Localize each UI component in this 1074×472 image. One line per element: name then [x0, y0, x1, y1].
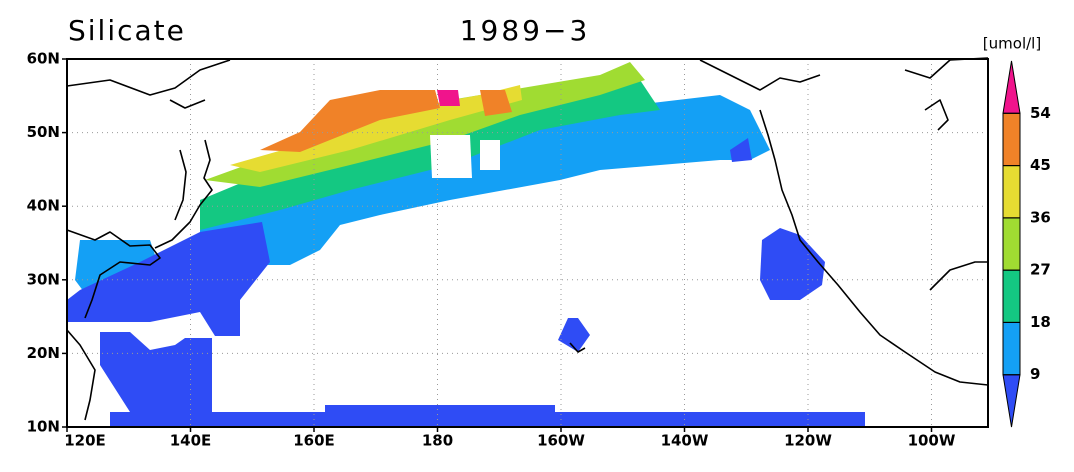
colorbar-high	[1002, 60, 1021, 114]
lat-label: 10N	[27, 418, 60, 436]
lon-label: 160W	[537, 432, 585, 450]
lat-label: 60N	[27, 50, 60, 68]
field-region	[480, 90, 512, 116]
field-region	[67, 222, 270, 336]
field-region	[760, 228, 825, 300]
coast-america	[699, 57, 989, 386]
no-data	[480, 140, 500, 170]
lat-label: 20N	[27, 344, 60, 362]
lon-label: 120E	[64, 432, 106, 450]
colorbar-band	[1002, 112, 1021, 167]
field-region	[260, 90, 440, 152]
grid	[67, 59, 988, 427]
lat-label: 40N	[27, 197, 60, 215]
lon-label: 140E	[170, 432, 212, 450]
lon-label: 120W	[784, 432, 832, 450]
field-region	[558, 318, 590, 352]
coastlines	[66, 57, 989, 421]
units: [umol/l]	[983, 35, 1041, 53]
lon-label: 180	[422, 432, 453, 450]
field-region	[110, 405, 865, 427]
field-region	[200, 80, 660, 230]
coast-hawaii	[569, 342, 586, 353]
plot-frame	[66, 58, 989, 428]
colorbar-label: 54	[1030, 104, 1051, 122]
colorbar-band	[1002, 165, 1021, 219]
title: Silicate	[68, 14, 186, 47]
no-data	[430, 135, 472, 178]
colorbar-label: 18	[1030, 313, 1051, 331]
date: 1989−3	[460, 14, 591, 47]
lon-label: 100W	[908, 432, 956, 450]
colorbar: 9 18 27 36 45 54	[1002, 60, 1051, 428]
colorbar-label: 45	[1030, 156, 1051, 174]
colorbar-band	[1002, 321, 1021, 376]
lon-label: 140W	[661, 432, 709, 450]
coast-asia	[66, 59, 231, 421]
lat-label: 50N	[27, 123, 60, 141]
colorbar-low	[1002, 374, 1021, 428]
colorbar-label: 36	[1030, 208, 1051, 226]
lon-label: 160E	[293, 432, 335, 450]
axes: 10N 20N 30N 40N 50N 60N 120E 140E 160E 180 160W 140…	[27, 50, 956, 450]
field-region	[100, 332, 212, 412]
colorbar-label: 9	[1030, 365, 1040, 383]
field-region	[437, 90, 460, 106]
colorbar-band	[1002, 269, 1021, 323]
coast-japan	[154, 139, 213, 249]
lat-label: 30N	[27, 270, 60, 288]
fields	[67, 62, 865, 427]
colorbar-label: 27	[1030, 261, 1051, 279]
field-region	[200, 95, 770, 300]
colorbar-band	[1002, 217, 1021, 271]
field-region	[730, 138, 752, 162]
